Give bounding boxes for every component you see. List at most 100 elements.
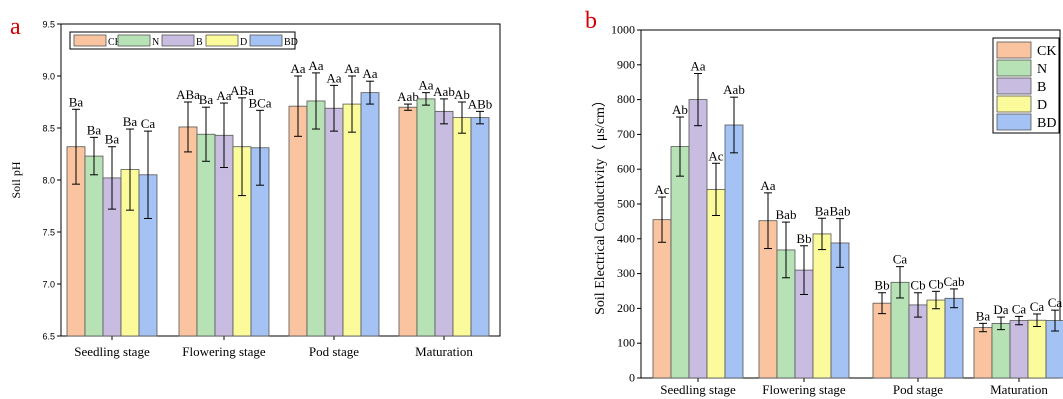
bar-d bbox=[812, 233, 832, 379]
y-tick-label: 9.0 bbox=[42, 72, 55, 82]
significance-label: Cb bbox=[928, 276, 943, 291]
significance-label: Aa bbox=[760, 178, 775, 193]
legend-swatch-bd bbox=[996, 113, 1032, 131]
significance-label: Aa bbox=[290, 61, 305, 76]
bar-ck bbox=[973, 327, 993, 379]
significance-label: ABa bbox=[176, 87, 200, 102]
y-tick-label: 9.5 bbox=[42, 20, 55, 30]
bar-n bbox=[306, 100, 326, 337]
significance-label: Ba bbox=[105, 132, 120, 147]
legend-swatch-n bbox=[117, 34, 151, 47]
legend-label-d: D bbox=[240, 37, 247, 48]
bar-bd bbox=[724, 124, 744, 379]
significance-label: Ac bbox=[654, 182, 669, 197]
panel-letter-b: b bbox=[585, 8, 597, 34]
significance-label: Aab bbox=[433, 84, 455, 99]
legend-label-bd: BD bbox=[284, 37, 298, 48]
legend-label-bd: BD bbox=[1037, 116, 1056, 131]
significance-label: Bb bbox=[796, 231, 811, 246]
bar-b bbox=[434, 110, 454, 337]
bar-d bbox=[342, 103, 362, 337]
legend-swatch-bd bbox=[249, 34, 283, 47]
significance-label: Ba bbox=[976, 308, 991, 323]
y-tick-label: 0 bbox=[629, 371, 635, 385]
significance-label: Aab bbox=[397, 89, 419, 104]
bar-bd bbox=[470, 117, 490, 337]
legend-label-n: N bbox=[152, 37, 159, 48]
significance-label: Ba bbox=[87, 122, 102, 137]
significance-label: Ab bbox=[672, 102, 688, 117]
significance-label: Ca bbox=[1048, 295, 1063, 310]
bar-n bbox=[196, 133, 216, 337]
bar-ck bbox=[652, 219, 672, 379]
y-tick-label: 7.0 bbox=[42, 280, 55, 290]
y-tick-label: 7.5 bbox=[42, 228, 55, 238]
significance-label: Ca bbox=[1012, 301, 1027, 316]
significance-label: Ca bbox=[893, 252, 908, 267]
x-tick-label: Seedling stage bbox=[660, 382, 736, 397]
y-tick-label: 600 bbox=[617, 162, 635, 176]
significance-label: Cb bbox=[910, 278, 925, 293]
bar-n bbox=[991, 322, 1011, 379]
y-tick-label: 100 bbox=[617, 336, 635, 350]
x-tick-label: Maturation bbox=[415, 344, 473, 359]
bar-d bbox=[926, 299, 946, 379]
significance-label: Ba bbox=[815, 203, 830, 218]
y-tick-label: 1000 bbox=[611, 23, 635, 37]
x-tick-label: Seedling stage bbox=[74, 344, 150, 359]
significance-label: Aab bbox=[723, 82, 745, 97]
bar-b bbox=[688, 99, 708, 379]
y-tick-label: 8.0 bbox=[42, 176, 55, 186]
legend-label-b: B bbox=[196, 37, 203, 48]
x-tick-label: Maturation bbox=[990, 382, 1048, 397]
legend-label-d: D bbox=[1037, 98, 1047, 113]
y-tick-label: 200 bbox=[617, 301, 635, 315]
significance-label: Aa bbox=[216, 88, 231, 103]
legend-swatch-b bbox=[996, 77, 1032, 95]
legend-swatch-d bbox=[205, 34, 239, 47]
significance-label: Aa bbox=[344, 61, 359, 76]
y-tick-label: 6.5 bbox=[42, 332, 55, 342]
bar-d bbox=[1027, 319, 1047, 379]
significance-label: Ac bbox=[708, 148, 723, 163]
panel-letter-a: a bbox=[10, 14, 21, 40]
legend-label-ck: CK bbox=[1037, 44, 1056, 59]
significance-label: ABa bbox=[230, 83, 254, 98]
legend-swatch-d bbox=[996, 95, 1032, 113]
bar-n bbox=[416, 98, 436, 337]
significance-label: Bab bbox=[830, 204, 851, 219]
bar-b bbox=[324, 107, 344, 337]
x-tick-label: Pod stage bbox=[893, 382, 943, 397]
legend-swatch-ck bbox=[73, 34, 107, 47]
bar-n bbox=[84, 155, 104, 337]
x-tick-label: Pod stage bbox=[309, 344, 359, 359]
bar-ck bbox=[178, 126, 198, 337]
bar-d bbox=[452, 117, 472, 337]
significance-label: ABb bbox=[468, 96, 493, 111]
chart-soil-ec: 0 100 200 300 400 500 600 700 800 900 1000 Soil Ele… bbox=[592, 23, 1063, 397]
significance-label: Aa bbox=[308, 58, 323, 73]
y-tick-label: 500 bbox=[617, 197, 635, 211]
significance-label: Ba bbox=[123, 114, 138, 129]
y-tick-label: 8.5 bbox=[42, 124, 55, 134]
bar-ck bbox=[398, 106, 418, 337]
significance-label: Aa bbox=[418, 78, 433, 93]
legend-swatch-b bbox=[161, 34, 195, 47]
bar-b bbox=[1009, 320, 1029, 379]
significance-label: Aa bbox=[362, 66, 377, 81]
significance-label: Ca bbox=[1030, 299, 1045, 314]
bar-bd bbox=[360, 92, 380, 337]
significance-label: Bab bbox=[776, 207, 797, 222]
x-tick-label: Flowering stage bbox=[762, 382, 846, 397]
significance-label: Cab bbox=[944, 274, 965, 289]
y-tick-label: 800 bbox=[617, 92, 635, 106]
significance-label: Aa bbox=[690, 59, 705, 74]
significance-label: Ba bbox=[199, 92, 214, 107]
bar-n bbox=[670, 146, 690, 379]
significance-label: Da bbox=[993, 302, 1008, 317]
significance-label: Bb bbox=[874, 278, 889, 293]
bar-ck bbox=[872, 302, 892, 379]
bar-ck bbox=[288, 105, 308, 337]
y-tick-label: 700 bbox=[617, 127, 635, 141]
